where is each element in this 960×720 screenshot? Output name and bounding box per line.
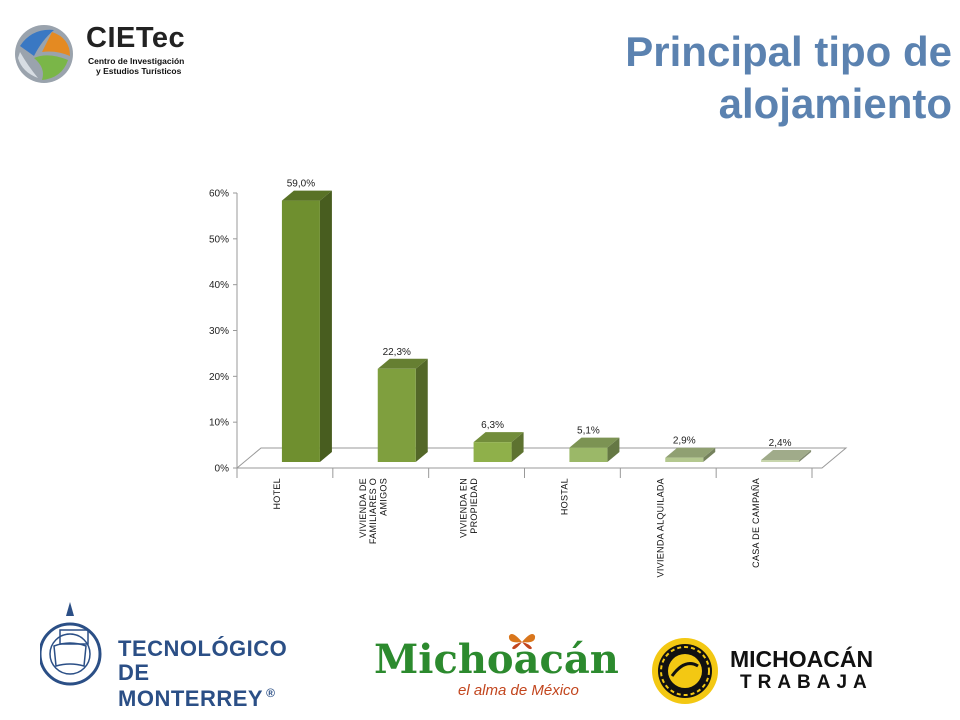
bar-top: [569, 437, 620, 448]
trabaja-line-1: MICHOACÁN: [730, 646, 874, 672]
bar: [665, 457, 704, 462]
bar-top: [377, 358, 428, 369]
category-label: HOTEL: [272, 478, 282, 510]
category-label-line: VIVIENDA ALQUILADA: [655, 478, 665, 577]
category-label-line: FAMILIARES O: [368, 478, 378, 544]
category-label-line: AMIGOS: [379, 478, 389, 516]
category-label-line: HOTEL: [272, 478, 282, 510]
cietec-globe-icon: [15, 25, 73, 83]
cietec-logo: CIETec Centro de Investigación y Estudio…: [12, 20, 192, 86]
y-tick-label: 20%: [209, 372, 229, 383]
bar: [473, 442, 512, 462]
bar: [569, 447, 608, 462]
category-label: VIVIENDA ENPROPIEDAD: [459, 478, 479, 538]
category-label: VIVIENDA ALQUILADA: [655, 478, 665, 577]
category-label-line: VIVIENDA DE: [358, 478, 368, 538]
trabaja-emblem-icon: [652, 638, 718, 704]
butterfly-icon: [508, 634, 536, 650]
data-label: 6,3%: [481, 420, 504, 431]
bar-top: [281, 190, 332, 201]
slide-title-line-2: alojamiento: [718, 80, 952, 127]
cietec-name: CIETec: [86, 22, 186, 54]
category-label-line: PROPIEDAD: [469, 478, 479, 534]
tec-line-1: TECNOLÓGICO: [118, 636, 288, 661]
y-tick-label: 30%: [209, 326, 229, 337]
bar-side: [319, 190, 332, 463]
category-label: HOSTAL: [560, 478, 570, 515]
bar: [281, 200, 320, 463]
data-label: 2,9%: [673, 436, 696, 447]
data-label: 2,4%: [769, 438, 792, 449]
y-tick-label: 60%: [209, 189, 229, 200]
tec-monterrey-logo: TECNOLÓGICO DE MONTERREY ®: [40, 600, 290, 711]
michoacan-trabaja-logo: MICHOACÁN TRABAJA: [650, 634, 890, 710]
bar-side: [703, 447, 716, 462]
y-tick-label: 0%: [215, 464, 230, 475]
category-label-line: CASA DE CAMPAÑA: [751, 478, 761, 568]
bar: [377, 368, 416, 462]
data-label: 5,1%: [577, 426, 600, 437]
bar-side: [799, 450, 812, 462]
michoacan-wordmark: Michoacán: [374, 636, 619, 683]
cietec-subtitle: Centro de Investigación y Estudios Turís…: [88, 56, 184, 76]
bar-top: [473, 432, 524, 443]
tec-seal-icon: [40, 602, 102, 686]
y-tick-label: 40%: [209, 280, 229, 291]
category-label-line: HOSTAL: [560, 478, 570, 515]
trabaja-line-2: TRABAJA: [740, 672, 873, 693]
category-label-line: VIVIENDA EN: [459, 478, 469, 538]
y-tick-label: 10%: [209, 418, 229, 429]
y-tick-label: 50%: [209, 234, 229, 245]
cietec-subtitle-line-1: Centro de Investigación: [88, 56, 185, 66]
slide-title-line-1: Principal tipo de: [625, 28, 952, 75]
michoacan-logo: Michoacán el alma de México: [372, 634, 619, 706]
cietec-subtitle-line-2: y Estudios Turísticos: [96, 66, 182, 76]
michoacan-tagline: el alma de México: [458, 682, 579, 699]
tec-line-2: DE MONTERREY ®: [118, 660, 290, 712]
bar: [761, 460, 800, 462]
tec-line-2-text: DE MONTERREY: [118, 660, 264, 711]
category-label: CASA DE CAMPAÑA: [751, 478, 761, 568]
bar-side: [607, 437, 620, 462]
bar-side: [415, 358, 428, 462]
tec-registered-mark: ®: [266, 686, 276, 700]
bar-side: [511, 432, 524, 462]
category-label: VIVIENDA DEFAMILIARES OAMIGOS: [358, 478, 389, 544]
slide-title: Principal tipo de alojamiento: [532, 26, 952, 130]
data-label: 59,0%: [287, 179, 315, 190]
bar-top: [665, 447, 716, 458]
bar-top: [761, 450, 812, 460]
data-label: 22,3%: [383, 347, 411, 358]
